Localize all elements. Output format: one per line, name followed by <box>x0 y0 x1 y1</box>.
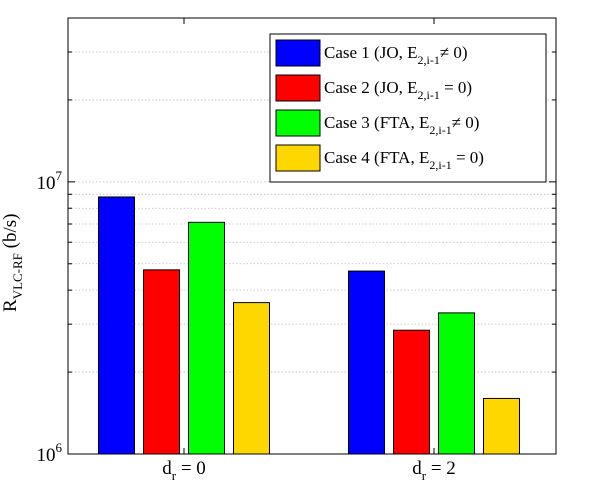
legend-entry: Case 2 (JO, E2,i-1 = 0) <box>324 78 472 102</box>
x-tick-label: dr = 2 <box>412 458 456 483</box>
y-tick-label: 106 <box>37 440 63 466</box>
y-tick-label: 107 <box>37 168 63 194</box>
bars <box>98 196 520 455</box>
bar <box>393 329 430 455</box>
legend-swatch <box>275 109 321 137</box>
bar <box>438 312 475 455</box>
bar <box>233 302 270 455</box>
plot-frame <box>67 17 557 455</box>
legend-swatch <box>275 39 321 67</box>
axis-ticks: 106 107 dr = 0 dr = 2 <box>37 17 556 483</box>
bar <box>98 196 135 455</box>
bar <box>143 269 180 455</box>
y-axis-label: RVLC-RF (b/s) <box>0 214 25 313</box>
legend-swatch <box>275 74 321 102</box>
legend-entry: Case 1 (JO, E2,i-1≠ 0) <box>324 43 468 67</box>
legend-entry: Case 3 (FTA, E2,i-1≠ 0) <box>324 113 479 137</box>
x-tick-label: dr = 0 <box>162 458 206 483</box>
legend: Case 1 (JO, E2,i-1≠ 0) Case 2 (JO, E2,i-1… <box>269 33 547 183</box>
bar <box>348 270 385 455</box>
bar <box>483 397 520 455</box>
legend-entry: Case 4 (FTA, E2,i-1 = 0) <box>324 148 484 172</box>
legend-swatch <box>275 144 321 172</box>
bar <box>188 221 225 455</box>
